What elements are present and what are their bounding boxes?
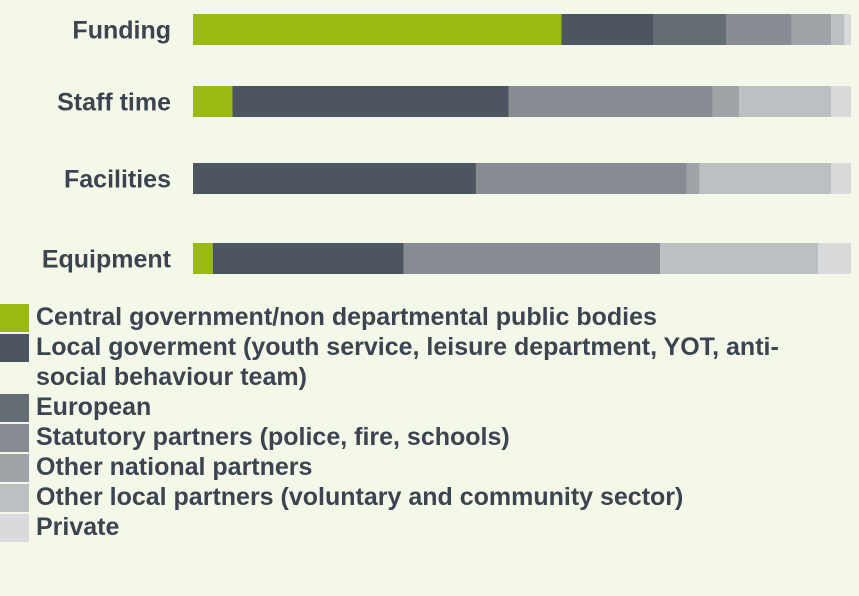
legend-label: Other national partners bbox=[36, 453, 313, 481]
bar-segment bbox=[193, 86, 233, 117]
bar-segment bbox=[831, 14, 845, 45]
legend-label: Private bbox=[36, 513, 120, 541]
legend-item: Other national partners bbox=[0, 452, 859, 482]
legend-label: Statutory partners (police, fire, school… bbox=[36, 423, 510, 451]
bar-segment bbox=[818, 243, 851, 274]
category-label: Staff time bbox=[57, 89, 171, 117]
bar-segment bbox=[699, 163, 832, 194]
bar-segment bbox=[475, 163, 687, 194]
legend-label: European bbox=[36, 393, 152, 421]
bar-segment bbox=[232, 86, 509, 117]
legend-swatch bbox=[0, 394, 29, 422]
category-label: Funding bbox=[72, 17, 171, 45]
bar-segment bbox=[791, 14, 832, 45]
legend-swatch bbox=[0, 304, 29, 332]
bar-segment bbox=[193, 243, 213, 274]
bar-segment bbox=[193, 14, 562, 45]
stacked-bar-chart: Funding Staff time Facilities Equipment bbox=[42, 14, 851, 274]
legend-label: Local goverment (youth service, leisure … bbox=[36, 333, 779, 391]
bar-segment bbox=[725, 14, 792, 45]
legend-swatch bbox=[0, 424, 29, 452]
legend-swatch bbox=[0, 484, 29, 512]
legend-label: Other local partners (voluntary and comm… bbox=[36, 483, 684, 511]
legend-item: Other local partners (voluntary and comm… bbox=[0, 482, 859, 512]
bar-segment bbox=[403, 243, 661, 274]
legend-swatch bbox=[0, 334, 29, 362]
bar-segment bbox=[844, 14, 851, 45]
legend-item: Private bbox=[0, 512, 859, 542]
category-label: Facilities bbox=[64, 166, 171, 194]
category-label: Equipment bbox=[42, 246, 172, 274]
legend-item: Statutory partners (police, fire, school… bbox=[0, 422, 859, 452]
bar-segment bbox=[660, 243, 819, 274]
bar-segment bbox=[831, 86, 851, 117]
legend-item: European bbox=[0, 392, 859, 422]
legend-swatch bbox=[0, 514, 29, 542]
chart-legend: Central government/non departmental publ… bbox=[0, 302, 859, 542]
bar-segment bbox=[212, 243, 404, 274]
bar-segment bbox=[508, 86, 713, 117]
legend-item: Local goverment (youth service, leisure … bbox=[0, 332, 836, 392]
legend-swatch bbox=[0, 454, 29, 482]
bar-segment bbox=[653, 14, 726, 45]
bar-segment bbox=[561, 14, 654, 45]
legend-label: Central government/non departmental publ… bbox=[36, 303, 657, 331]
bar-segment bbox=[739, 86, 832, 117]
legend-item: Central government/non departmental publ… bbox=[0, 302, 859, 332]
bar-segment bbox=[712, 86, 740, 117]
bar-segment bbox=[193, 163, 476, 194]
bar-segment bbox=[831, 163, 851, 194]
bar-segment bbox=[686, 163, 700, 194]
